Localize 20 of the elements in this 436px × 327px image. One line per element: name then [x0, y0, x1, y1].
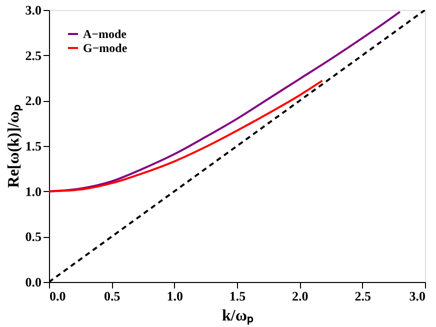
- x-tick-label: 2.5: [354, 288, 372, 304]
- x-axis-title: k/ωₚ: [222, 308, 254, 326]
- legend-label: A−mode: [83, 27, 128, 41]
- y-tick-label: 2.0: [25, 93, 42, 108]
- y-tick-label: 1.0: [25, 184, 42, 199]
- line-series: [49, 80, 324, 192]
- line-series: [49, 10, 401, 192]
- x-tick-label: 0.5: [104, 288, 121, 304]
- y-tick-label: 1.5: [25, 138, 42, 154]
- y-tick-label: 3.0: [25, 2, 42, 18]
- y-tick-label: 2.5: [25, 48, 42, 63]
- x-tick-label: 1.5: [229, 288, 246, 304]
- x-tick-label: 2.0: [292, 288, 308, 304]
- y-tick-label: 0.0: [25, 274, 42, 290]
- legend-label: G−mode: [83, 41, 128, 55]
- x-tick-label: 3.0: [409, 288, 426, 304]
- y-axis-title: Re[ω(k)]/ωₚ: [5, 104, 24, 188]
- x-tick-label: 1.0: [166, 288, 183, 304]
- y-tick-label: 0.5: [25, 229, 42, 244]
- x-tick-label: 0.0: [50, 288, 66, 304]
